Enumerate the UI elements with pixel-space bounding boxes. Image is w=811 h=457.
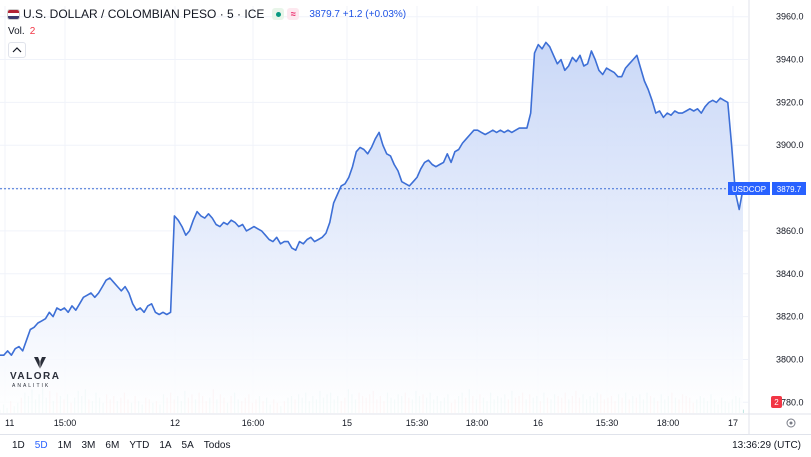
symbol-badge-bg [728,182,770,195]
price-badge: 3879.7 [777,185,802,194]
price-tick-label: 3960.0 [776,12,804,22]
time-tick-label: 16 [533,418,543,428]
time-tick-label: 15:00 [54,418,77,428]
time-tick-label: 18:00 [466,418,489,428]
time-tick-label: 18:00 [657,418,680,428]
symbol-title[interactable]: U.S. DOLLAR / COLOMBIAN PESO · 5 · ICE [23,7,265,21]
price-tick-label: 3780.0 [776,397,804,407]
bottom-toolbar: 1D 5D 1M 3M 6M YTD 1A 5A Todos 13:36:29 (UTC) [0,434,811,457]
time-tick-label: 15 [342,418,352,428]
range-button-1m[interactable]: 1M [57,440,72,451]
volume-badge-bg [771,396,782,408]
price-tick-label: 3840.0 [776,269,804,279]
watermark-name: VALORA [10,371,61,382]
price-badge-bg [772,182,806,195]
range-button-1a[interactable]: 1A [159,440,172,451]
price-line [0,41,744,356]
range-button-1d[interactable]: 1D [12,440,25,451]
price-tick-label: 3920.0 [776,97,804,107]
gear-icon[interactable] [786,418,796,428]
time-tick-label: 11 [5,418,14,428]
price-tick-label: 3940.0 [776,55,804,65]
volume-badge: 2 [774,398,779,407]
clock[interactable]: 13:36:29 (UTC) [732,440,801,451]
delayed-data-icon[interactable]: ≈ [287,8,300,20]
range-button-todos[interactable]: Todos [203,440,231,451]
time-tick-label: 15:30 [596,418,619,428]
range-button-5d[interactable]: 5D [34,440,48,451]
range-button-6m[interactable]: 6M [105,440,120,451]
range-button-ytd[interactable]: YTD [129,440,150,451]
collapse-legend-button[interactable] [8,42,26,58]
range-selector: 1D 5D 1M 3M 6M YTD 1A 5A Todos [12,440,240,451]
market-open-icon[interactable] [272,8,285,20]
symbol-badge: USDCOP [732,185,766,194]
time-tick-label: 16:00 [242,418,265,428]
time-tick-label: 15:30 [406,418,429,428]
range-button-3m[interactable]: 3M [81,440,96,451]
chevron-up-icon [12,47,22,53]
price-badges: USDCOP 3879.7 2 [728,182,806,408]
price-tick-label: 3820.0 [776,312,804,322]
volume-value: 2 [29,26,36,37]
time-tick-label: 12 [170,418,180,428]
watermark-sub: ANALITIK [12,383,51,389]
price-area [0,42,743,414]
price-tick-label: 3800.0 [776,354,804,364]
valora-logo-icon [34,357,46,369]
last-price-text: 3879.7 +1.2 (+0.03%) [309,8,407,20]
volume-label: Vol. [8,26,25,37]
symbol-header: U.S. DOLLAR / COLOMBIAN PESO · 5 · ICE ≈… [8,6,406,22]
price-tick-label: 3900.0 [776,140,804,150]
time-tick-label: 17 [728,418,738,428]
currency-flag-icon [8,9,19,19]
time-scale[interactable]: 11 15:00 12 16:00 15 15:30 18:00 16 15:30 18:00 17 [0,413,811,428]
range-button-5a[interactable]: 5A [181,440,194,451]
volume-legend[interactable]: Vol. 2 [8,26,35,37]
price-scale[interactable]: 3960.03940.03920.03900.03880.03860.03840… [748,0,804,434]
price-tick-label: 3860.0 [776,226,804,236]
